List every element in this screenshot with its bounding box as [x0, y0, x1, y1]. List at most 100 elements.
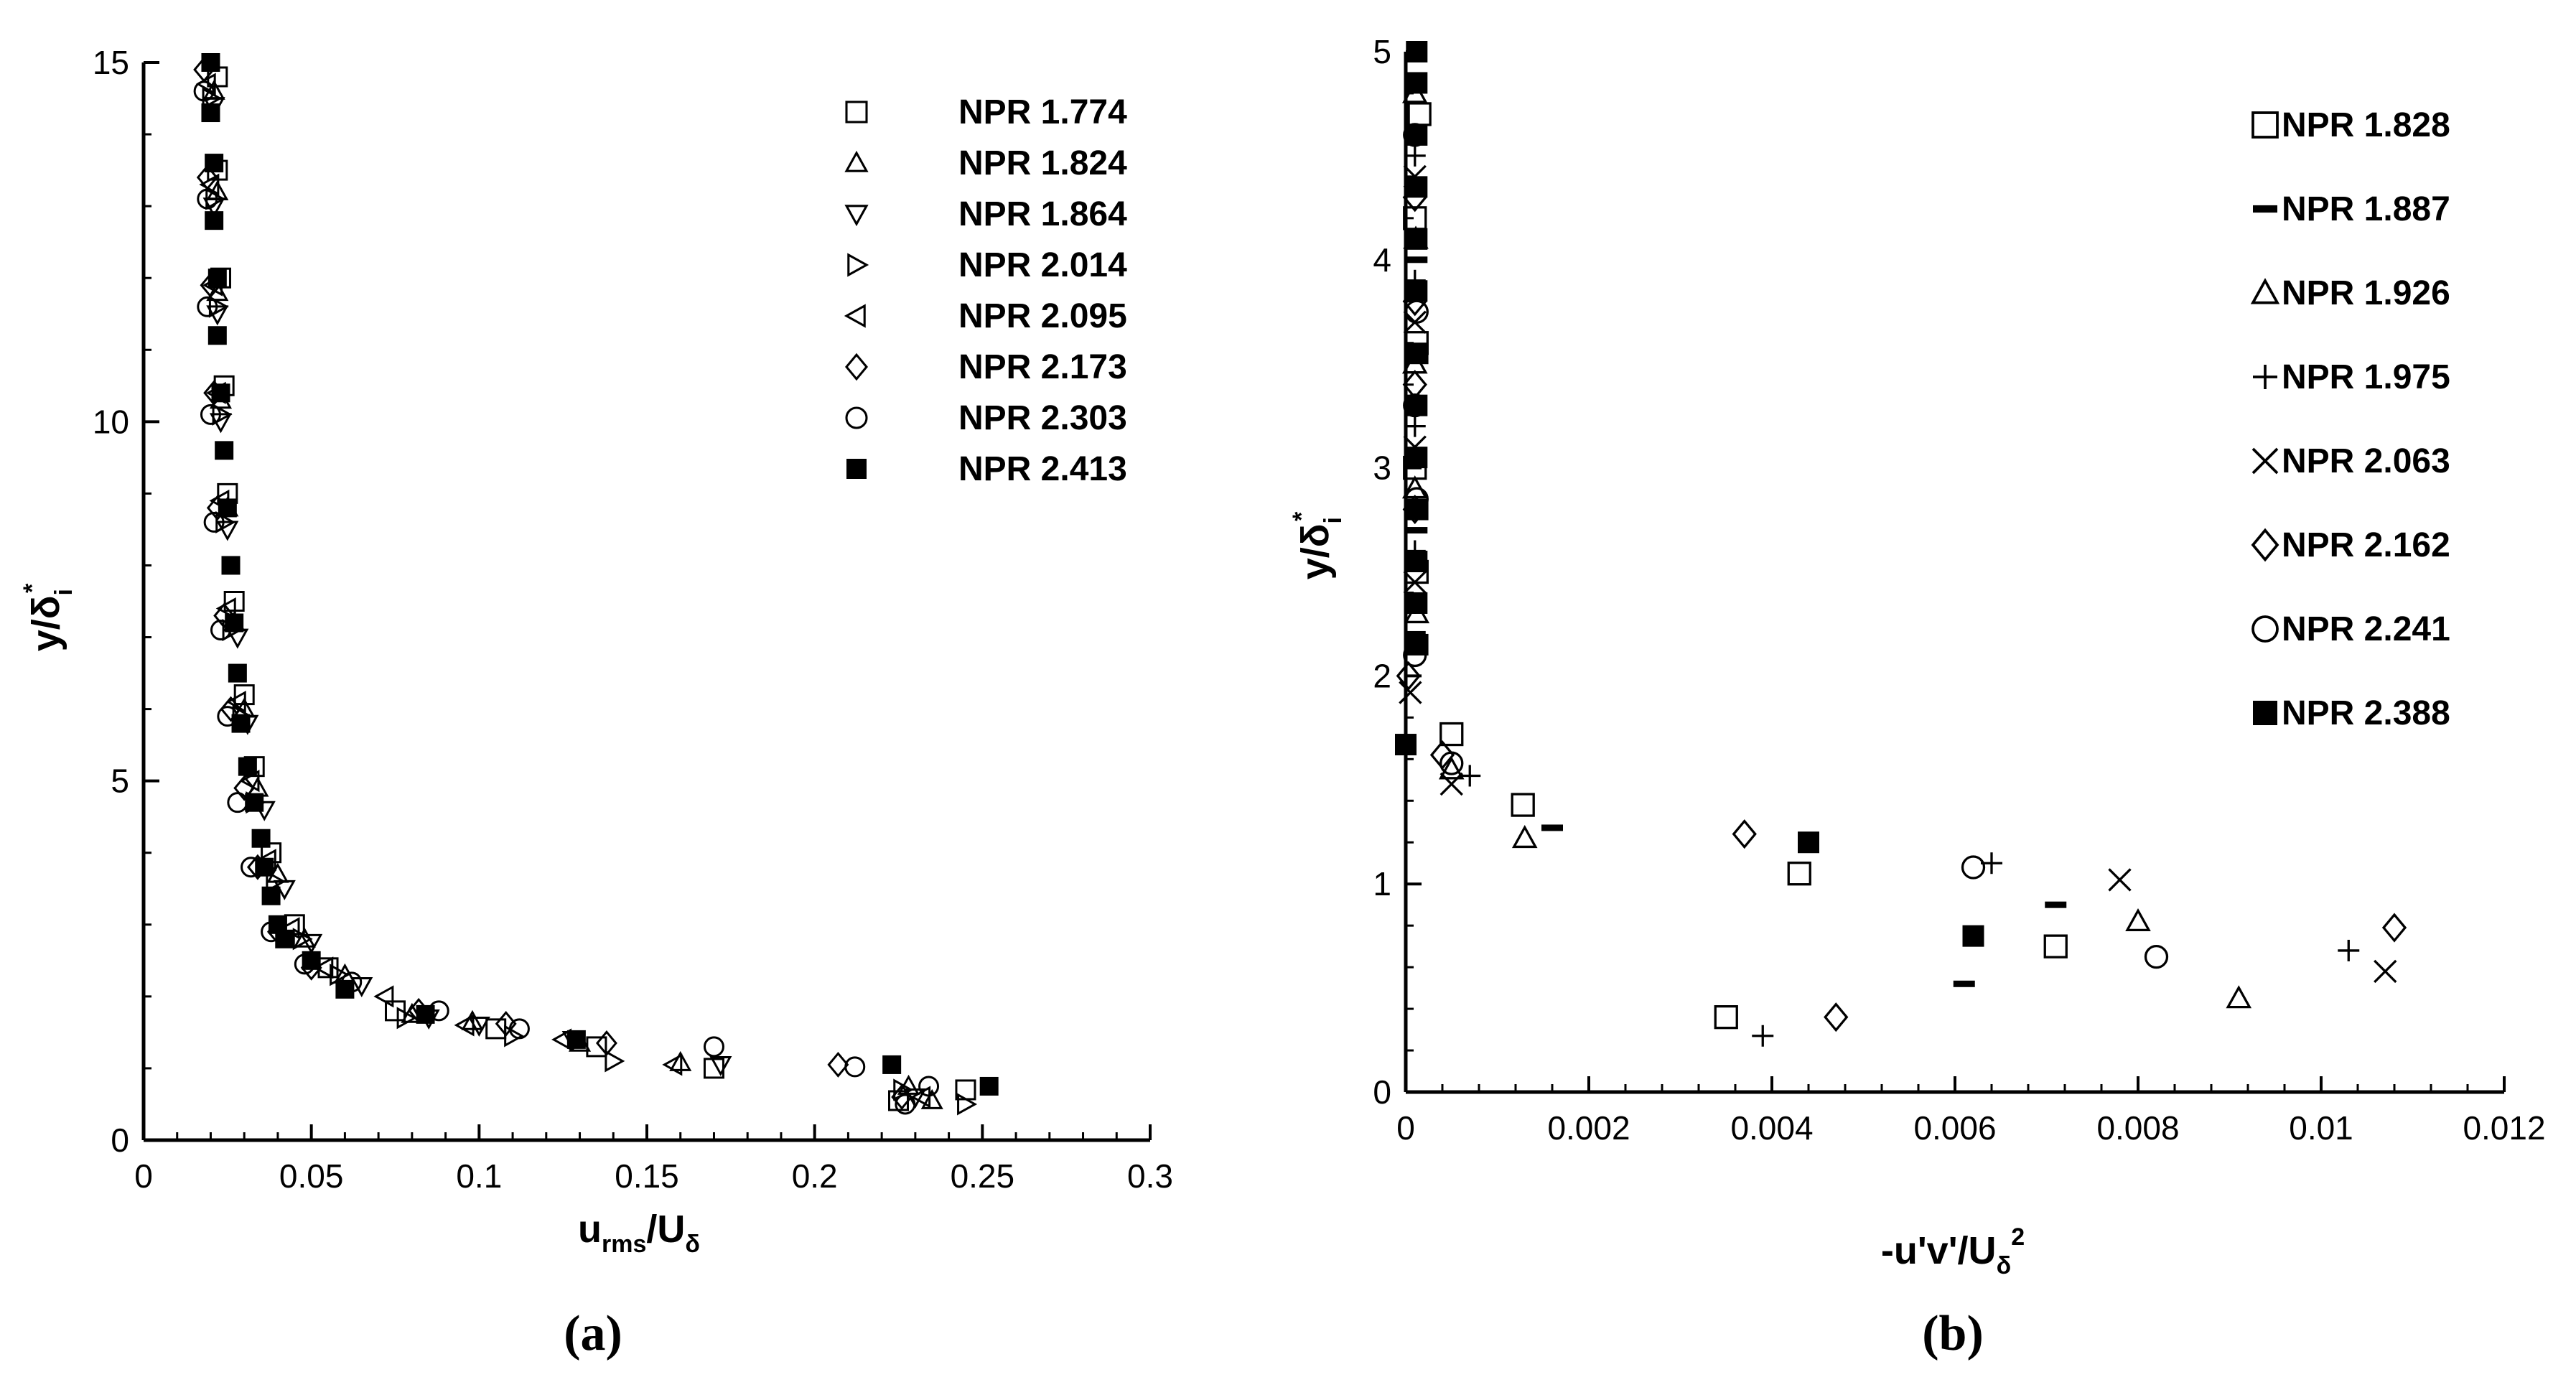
x-tick-label: 0.15: [615, 1157, 679, 1195]
legend-marker: [847, 253, 869, 277]
data-point: [1439, 722, 1464, 747]
data-point: [216, 521, 239, 541]
chart-b: 0 0.002 0.004 0.006 0.008 0.01 0.012 0 1 2 3 4 5 y/δi…: [1288, 33, 2546, 1361]
legend-label: NPR 1.864: [958, 195, 1127, 233]
data-point: [1961, 855, 1986, 880]
data-point: [1459, 765, 1481, 787]
data-point: [225, 613, 244, 633]
data-point: [1714, 1005, 1738, 1030]
x-tick-label: 0.002: [1547, 1109, 1630, 1147]
legend-marker: [2250, 278, 2280, 304]
data-point: [918, 1076, 940, 1097]
data-point: [225, 691, 246, 714]
data-point: [373, 985, 394, 1008]
data-point: [350, 976, 373, 997]
x-tick-label: 0.3: [1127, 1157, 1173, 1195]
data-point: [467, 1016, 490, 1037]
data-point: [261, 886, 281, 905]
data-point: [1406, 72, 1428, 94]
data-point: [2108, 868, 2132, 892]
legend-label: NPR 2.095: [958, 297, 1127, 335]
data-point: [227, 792, 248, 813]
legend-marker: [2251, 111, 2279, 139]
legend-label: NPR 1.824: [958, 144, 1127, 182]
x-axis-label: -u'v'/Uδ2: [1881, 1223, 2025, 1279]
legend-label: NPR 2.388: [2282, 694, 2450, 732]
data-point: [1406, 592, 1428, 614]
data-point: [1406, 498, 1429, 521]
series-npr-2-413: [201, 53, 999, 1096]
data-point: [1541, 824, 1563, 831]
x-axis-label: urms/Uδ: [578, 1208, 700, 1258]
data-point: [212, 403, 233, 426]
data-point: [213, 602, 235, 629]
legend-label: NPR 1.887: [2282, 190, 2450, 228]
legend-marker: [844, 150, 869, 172]
legend-marker: [2251, 447, 2279, 475]
legend-marker: [2251, 528, 2279, 562]
legend-marker: [2253, 205, 2277, 213]
data-point: [211, 383, 230, 403]
data-point: [330, 964, 350, 986]
x-tick-label: 0.2: [792, 1157, 838, 1195]
data-point: [245, 793, 264, 812]
data-point: [1798, 831, 1819, 854]
x-tick-label: 0: [134, 1157, 153, 1195]
data-point: [891, 1084, 913, 1110]
x-tick-label: 0.05: [279, 1157, 344, 1195]
legend-label: NPR 2.014: [958, 246, 1127, 284]
data-point: [595, 1030, 617, 1056]
data-point: [202, 87, 223, 110]
data-point: [1399, 681, 1422, 704]
data-point: [335, 979, 355, 999]
data-point: [228, 663, 247, 683]
data-point: [1406, 228, 1428, 250]
panel-label: (b): [1922, 1306, 1984, 1361]
data-point: [1438, 756, 1465, 780]
legend-marker: [2251, 615, 2279, 643]
data-point: [1406, 551, 1428, 573]
data-point: [1406, 41, 1428, 62]
series-npr-2-162: [1396, 182, 2407, 1032]
data-point: [208, 295, 229, 318]
data-point: [2144, 944, 2169, 969]
y-tick-label: 2: [1373, 657, 1391, 694]
data-point: [1962, 925, 1984, 947]
series-npr-2-241: [1403, 123, 2169, 969]
data-point: [300, 933, 323, 954]
data-point: [238, 757, 257, 776]
y-tick-label: 5: [1373, 33, 1391, 70]
data-point: [495, 1010, 517, 1037]
data-point: [1406, 394, 1428, 416]
legend-marker: [846, 459, 867, 479]
legend-label: NPR 1.828: [2282, 106, 2450, 144]
data-point: [504, 1025, 525, 1048]
data-point: [703, 1036, 724, 1058]
series-npr-1-926: [1401, 80, 2252, 1009]
data-point: [844, 1056, 866, 1078]
x-tick-label: 0.008: [2096, 1109, 2179, 1147]
legend-label: NPR 2.413: [958, 450, 1127, 488]
y-tick-label: 5: [111, 762, 129, 800]
data-point: [207, 326, 227, 345]
data-point: [1396, 661, 1421, 691]
y-axis-label: y/δi*: [19, 583, 78, 651]
data-point: [1787, 862, 1811, 886]
data-point: [2381, 913, 2407, 943]
data-point: [1752, 1025, 1774, 1047]
data-point: [586, 1036, 607, 1058]
data-point: [1404, 144, 1426, 167]
legend-marker: [844, 304, 866, 328]
legend-marker: [844, 353, 869, 381]
legend-marker: [845, 406, 868, 429]
data-point: [882, 1055, 902, 1074]
x-tick-label: 0.25: [951, 1157, 1015, 1195]
data-point: [979, 1076, 999, 1096]
data-point: [1403, 570, 1427, 594]
data-point: [1824, 1002, 1849, 1032]
y-axis-label: y/δi*: [1288, 511, 1347, 579]
series-npr-1-774: [207, 66, 976, 1111]
data-point: [200, 404, 221, 425]
legend-label: NPR 1.774: [958, 93, 1127, 131]
